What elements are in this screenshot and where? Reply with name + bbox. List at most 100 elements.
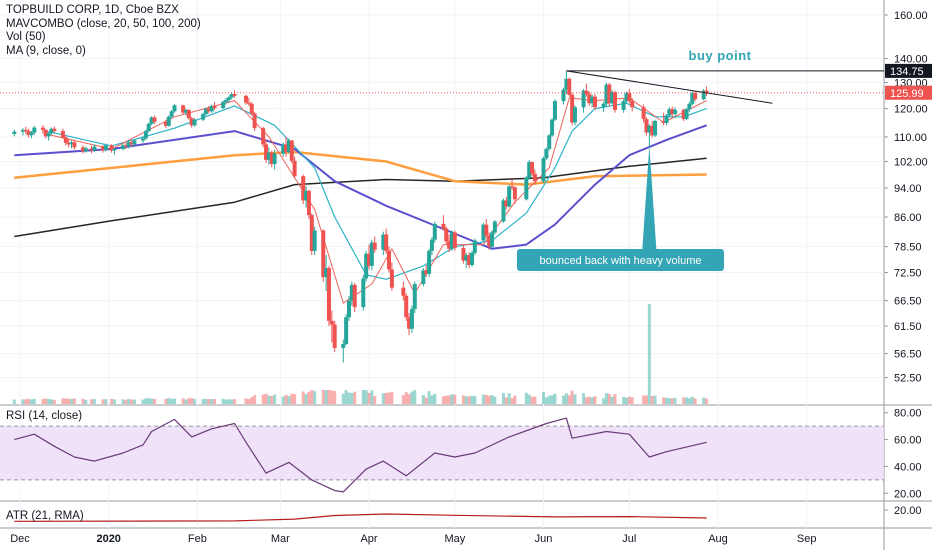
volume-bar xyxy=(361,390,365,404)
volume-bar xyxy=(270,395,274,404)
volume-bar xyxy=(310,390,314,404)
candle-body xyxy=(372,242,377,250)
candle-body xyxy=(610,92,615,104)
volume-bar xyxy=(507,393,511,404)
atr-line xyxy=(14,513,707,522)
volume-bar xyxy=(290,393,294,404)
candle-body xyxy=(561,89,566,102)
candle-body xyxy=(701,90,706,100)
candle-body xyxy=(29,132,34,136)
volume-bar xyxy=(204,398,208,404)
candle-body xyxy=(209,105,214,112)
candle-body xyxy=(332,324,337,348)
volume-bar xyxy=(301,391,305,404)
rsi-band xyxy=(0,426,884,480)
volume-bar xyxy=(344,390,348,404)
volume-bar xyxy=(687,398,691,404)
volume-bar xyxy=(627,396,631,404)
candle-body xyxy=(192,119,197,126)
volume-bar xyxy=(590,397,594,404)
volume-bar xyxy=(433,394,437,404)
volume-bar xyxy=(152,398,156,404)
candle-body xyxy=(189,118,194,126)
time-axis-label: Jun xyxy=(535,533,553,545)
candle-body xyxy=(201,114,206,120)
callout-box xyxy=(517,249,724,271)
volume-bar xyxy=(613,394,617,404)
volume-bar xyxy=(593,396,597,404)
candle-body xyxy=(461,247,466,261)
volume-bar xyxy=(667,398,671,404)
candle-body xyxy=(621,101,626,110)
candle-body xyxy=(550,119,555,136)
candle-body xyxy=(72,142,77,148)
volume-bar xyxy=(464,396,468,404)
volume-bar xyxy=(101,399,105,404)
volume-bar xyxy=(624,397,628,404)
ma200-line xyxy=(14,157,707,238)
candle-body xyxy=(492,221,497,233)
volume-bar xyxy=(130,399,134,404)
candle-body xyxy=(149,117,154,124)
candle-body xyxy=(587,94,592,104)
volume-bar xyxy=(49,399,53,404)
mavcombo-legend[interactable]: MAVCOMBO (close, 20, 50, 100, 200) xyxy=(6,17,201,30)
volume-bar xyxy=(504,397,508,404)
volume-bar xyxy=(567,395,571,404)
candle-body xyxy=(284,144,289,153)
volume-bar xyxy=(233,399,237,404)
candle-body xyxy=(389,269,394,288)
volume-bar xyxy=(264,393,268,404)
candle-body xyxy=(206,108,211,112)
candle-body xyxy=(163,121,168,126)
candle-body xyxy=(232,94,237,96)
candle-body xyxy=(304,190,309,201)
volume-bar xyxy=(353,391,357,404)
candle-body xyxy=(272,153,277,165)
volume-bar xyxy=(665,397,669,404)
volume-legend[interactable]: Vol (50) xyxy=(6,31,46,43)
volume-bar xyxy=(281,396,285,404)
candle-body xyxy=(212,105,217,109)
volume-bar xyxy=(187,398,191,404)
candle-body xyxy=(186,109,191,119)
volume-bar xyxy=(52,399,56,404)
candle-body xyxy=(152,117,157,122)
candle-body xyxy=(624,93,629,102)
candle-body xyxy=(244,95,249,103)
price-tick-label: 56.50 xyxy=(894,349,922,361)
volume-bar xyxy=(347,392,351,404)
price-tick-label: 94.00 xyxy=(894,183,922,195)
candle-body xyxy=(92,146,97,151)
candle-body xyxy=(346,300,351,318)
volume-bar xyxy=(247,399,251,404)
time-axis-label: Apr xyxy=(360,533,377,545)
atr-legend[interactable]: ATR (21, RMA) xyxy=(6,510,84,522)
volume-bar xyxy=(602,398,606,404)
volume-bar xyxy=(370,390,374,404)
candle-body xyxy=(223,100,228,102)
candle-body xyxy=(592,96,597,108)
candle-body xyxy=(653,121,658,136)
volume-bar xyxy=(181,398,185,404)
candle-body xyxy=(349,284,354,301)
volume-bar xyxy=(582,393,586,404)
candle-body xyxy=(627,93,632,102)
volume-bar xyxy=(184,399,188,404)
volume-bar xyxy=(144,398,148,404)
ma20-line xyxy=(45,102,707,280)
candle-body xyxy=(264,144,269,160)
candle-body xyxy=(100,146,105,151)
volume-bar xyxy=(61,398,65,404)
volume-bar xyxy=(453,394,457,404)
rsi-legend[interactable]: RSI (14, close) xyxy=(6,410,83,422)
candle-body xyxy=(469,252,474,266)
candle-body xyxy=(123,145,128,147)
ma-legend[interactable]: MA (9, close, 0) xyxy=(6,44,86,57)
candle-body xyxy=(321,230,326,278)
candle-body xyxy=(427,250,432,274)
candle-body xyxy=(109,145,114,151)
symbol-title[interactable]: TOPBUILD CORP, 1D, Cboe BZX xyxy=(6,4,179,16)
volume-bar xyxy=(685,397,689,404)
